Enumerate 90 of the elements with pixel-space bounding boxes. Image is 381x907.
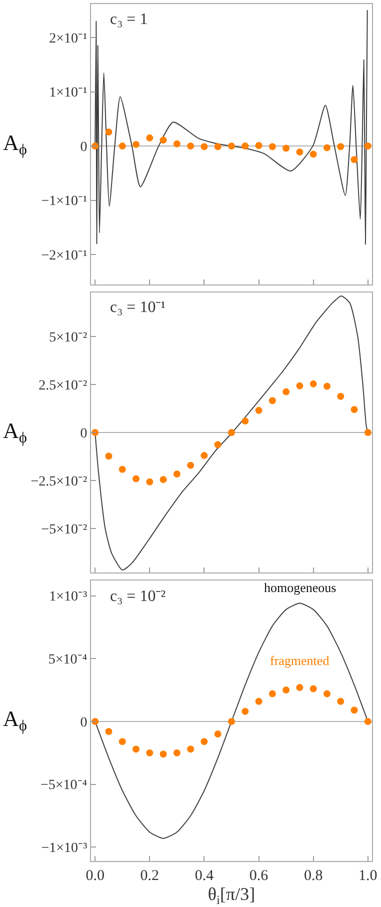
point — [310, 685, 317, 692]
point — [132, 746, 140, 753]
point — [268, 690, 276, 698]
y-tick-label: −5×10⁻² — [41, 522, 88, 538]
point — [173, 749, 180, 756]
point — [282, 388, 290, 396]
point — [350, 156, 358, 164]
point — [364, 718, 372, 725]
point — [187, 142, 194, 150]
y-tick-label: −1×10⁻¹ — [41, 194, 88, 210]
point — [337, 698, 344, 705]
point — [296, 684, 304, 692]
point — [214, 730, 222, 738]
y-tick-label: 0 — [80, 426, 88, 442]
x-axis-title: θ$_{i}$[π/3] — [208, 884, 256, 907]
point — [105, 728, 112, 736]
point — [228, 142, 235, 150]
y-tick-label: 5×10⁻² — [49, 330, 88, 346]
y-axis-title: A$_{ϕ}$ — [3, 130, 27, 159]
point — [242, 142, 249, 150]
y-tick-label: 0 — [80, 715, 88, 730]
y-tick-label: 0 — [80, 140, 88, 155]
x-tick-label: 0.8 — [304, 868, 323, 884]
point — [105, 452, 112, 460]
point — [187, 462, 194, 469]
point — [132, 140, 140, 148]
y-tick-label: 2×10⁻¹ — [49, 32, 88, 47]
y-tick-label: 2.5×10⁻² — [38, 378, 88, 394]
point — [255, 698, 262, 705]
x-tick-label: 0.4 — [194, 868, 214, 884]
chart-title: c₃ = 1 — [110, 11, 148, 28]
point — [132, 475, 140, 482]
y-axis-title: A$_{ϕ}$ — [3, 418, 27, 447]
point — [282, 686, 290, 694]
point — [173, 470, 180, 478]
y-axis-title: A$_{ϕ}$ — [3, 706, 27, 735]
point — [173, 140, 180, 148]
x-tick-label: 1.0 — [358, 868, 378, 884]
point — [242, 708, 249, 715]
y-tick-label: 5×10⁻⁴ — [48, 652, 88, 668]
chart-title: c₃ = 10⁻¹ — [110, 299, 166, 316]
point — [200, 452, 208, 460]
point — [282, 144, 290, 152]
point — [160, 136, 167, 144]
point — [228, 429, 235, 436]
point — [214, 441, 222, 448]
point — [323, 690, 330, 698]
x-tick-label: 0.0 — [86, 868, 104, 884]
point — [296, 382, 304, 390]
y-tick-label: 1×10⁻³ — [49, 590, 88, 605]
point — [323, 144, 330, 152]
point — [200, 738, 208, 746]
y-tick-label: −2.5×10⁻² — [30, 474, 88, 490]
point — [160, 750, 167, 758]
point — [364, 142, 372, 150]
point — [160, 476, 167, 484]
series-label: fragmented — [270, 653, 330, 668]
point — [118, 142, 126, 150]
point — [214, 143, 222, 150]
point — [268, 143, 276, 150]
point — [228, 718, 235, 725]
point — [310, 150, 317, 158]
point — [255, 406, 262, 414]
point — [146, 478, 154, 486]
point — [255, 142, 262, 150]
point — [105, 128, 112, 136]
chart-title: c₃ = 10⁻² — [110, 588, 166, 605]
x-tick-label: 0.6 — [249, 868, 269, 884]
point — [242, 417, 249, 424]
point — [323, 382, 330, 390]
point — [118, 738, 126, 746]
point — [337, 143, 344, 150]
point — [200, 143, 208, 150]
point — [296, 148, 304, 156]
point — [187, 746, 194, 753]
point — [310, 380, 317, 388]
point — [146, 134, 154, 142]
point — [350, 706, 358, 714]
point — [364, 429, 372, 436]
y-tick-label: −1×10⁻³ — [41, 841, 88, 856]
series-label: homogeneous — [264, 580, 336, 595]
y-tick-label: −5×10⁻⁴ — [40, 778, 88, 794]
y-tick-label: −2×10⁻¹ — [41, 248, 88, 264]
point — [337, 392, 344, 400]
point — [118, 466, 126, 473]
point — [268, 397, 276, 404]
point — [350, 406, 358, 413]
point — [146, 749, 154, 756]
x-tick-label: 0.2 — [140, 868, 160, 884]
y-tick-label: 1×10⁻¹ — [49, 86, 88, 101]
